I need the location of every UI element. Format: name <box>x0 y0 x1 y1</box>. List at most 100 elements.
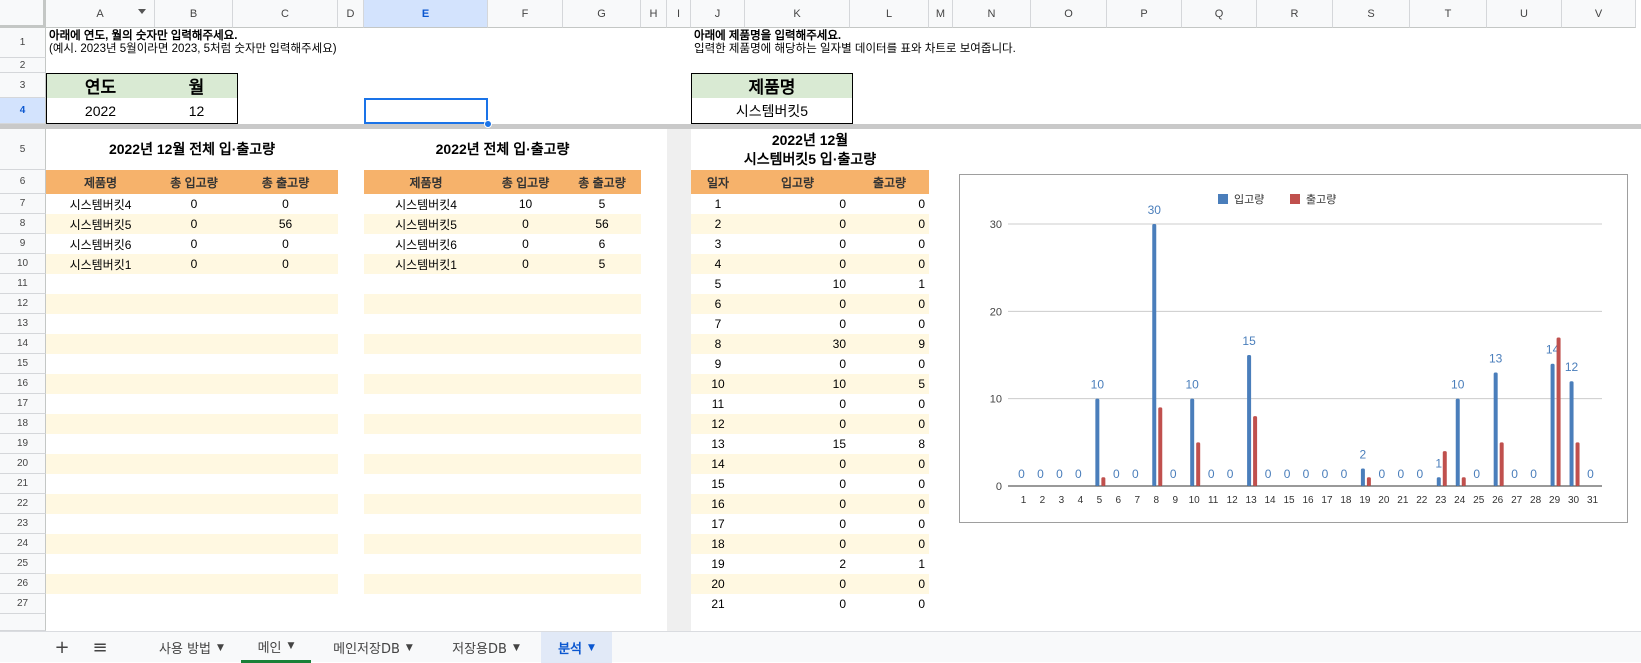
row-header-17[interactable]: 17 <box>0 394 46 414</box>
column-header-t[interactable]: T <box>1410 0 1487 28</box>
row-header-7[interactable]: 7 <box>0 194 46 214</box>
fill-handle[interactable] <box>484 120 492 128</box>
column-header-i[interactable]: I <box>667 0 691 28</box>
row-header-24[interactable]: 24 <box>0 534 46 554</box>
row-header-18[interactable]: 18 <box>0 414 46 434</box>
row-header-1[interactable]: 1 <box>0 28 46 58</box>
column-header-a[interactable]: A <box>46 0 155 28</box>
column-header-g[interactable]: G <box>563 0 641 28</box>
row-header-21[interactable]: 21 <box>0 474 46 494</box>
empty-cell <box>364 274 488 294</box>
table-cell: 0 <box>918 197 925 211</box>
empty-cell <box>46 374 155 394</box>
row-header-10[interactable]: 10 <box>0 254 46 274</box>
row-header-20[interactable]: 20 <box>0 454 46 474</box>
tab-menu-caret-icon[interactable]: ▼ <box>287 641 295 651</box>
row-header-11[interactable]: 11 <box>0 274 46 294</box>
sheet-tab[interactable]: 메인저장DB ▼ <box>317 632 429 663</box>
table-cell: 18 <box>691 534 745 554</box>
row-header-2[interactable]: 2 <box>0 58 46 73</box>
column-header-b[interactable]: B <box>155 0 233 28</box>
row-header-12[interactable]: 12 <box>0 294 46 314</box>
frozen-column-gutter <box>667 129 691 631</box>
row-header-27[interactable]: 27 <box>0 594 46 614</box>
column-header-o[interactable]: O <box>1031 0 1107 28</box>
row-header-16[interactable]: 16 <box>0 374 46 394</box>
year-input[interactable]: 2022 <box>84 103 117 119</box>
column-header-l[interactable]: L <box>850 0 929 28</box>
row-header-9[interactable]: 9 <box>0 234 46 254</box>
column-header-c[interactable]: C <box>233 0 338 28</box>
product-input[interactable]: 시스템버킷5 <box>735 103 809 119</box>
column-header-m[interactable]: M <box>929 0 953 28</box>
column-header-v[interactable]: V <box>1562 0 1636 28</box>
row-header-25[interactable]: 25 <box>0 554 46 574</box>
sheet-tab[interactable]: 저장용DB ▼ <box>438 632 534 663</box>
column-header-q[interactable]: Q <box>1182 0 1257 28</box>
table-cell: 0 <box>745 574 850 594</box>
table-cell: 7 <box>714 317 722 331</box>
row-header-13[interactable]: 13 <box>0 314 46 334</box>
empty-cell <box>563 414 641 434</box>
selected-cell-e4[interactable] <box>364 98 488 124</box>
row-header-4[interactable]: 4 <box>0 98 46 124</box>
tab-menu-caret-icon[interactable]: ▼ <box>512 642 520 653</box>
table-header-cell: 총 출고량 <box>563 170 641 194</box>
column-header-r[interactable]: R <box>1257 0 1333 28</box>
x-tick-label: 27 <box>1511 495 1523 506</box>
sheet-tab[interactable]: 사용 방법 ▼ <box>147 632 236 663</box>
row-header-26[interactable]: 26 <box>0 574 46 594</box>
column-header-e[interactable]: E <box>364 0 488 28</box>
tab-menu-caret-icon[interactable]: ▼ <box>405 642 413 653</box>
tab-menu-caret-icon[interactable]: ▼ <box>588 642 595 653</box>
row-header-5[interactable]: 5 <box>0 129 46 170</box>
filter-dropdown-icon[interactable] <box>138 9 146 14</box>
row-header-19[interactable]: 19 <box>0 434 46 454</box>
empty-cell <box>155 554 233 574</box>
month-input[interactable]: 12 <box>188 103 205 119</box>
column-header-h[interactable]: H <box>641 0 667 28</box>
row-header-15[interactable]: 15 <box>0 354 46 374</box>
table-cell: 9 <box>850 334 929 354</box>
row-header-22[interactable]: 22 <box>0 494 46 514</box>
add-sheet-button[interactable]: + <box>54 637 70 658</box>
table-cell: 1 <box>918 277 925 291</box>
column-header-n[interactable]: N <box>953 0 1031 28</box>
row-header-8[interactable]: 8 <box>0 214 46 234</box>
empty-cell <box>233 494 338 514</box>
empty-cell <box>488 354 563 374</box>
tab-menu-caret-icon[interactable]: ▼ <box>217 642 224 653</box>
column-header-s[interactable]: S <box>1333 0 1410 28</box>
row-header-3[interactable]: 3 <box>0 73 46 98</box>
data-label: 0 <box>1170 467 1177 481</box>
corner[interactable] <box>0 0 46 28</box>
x-tick-label: 9 <box>1172 495 1178 506</box>
daily-chart[interactable]: 0 10 20 30 1 0 2 0 3 0 4 0 5 10 6 0 7 0 8 30 9 0 10 10 11 0 12 0 13 1… <box>959 174 1628 523</box>
row-header-28[interactable] <box>0 614 46 631</box>
table-cell: 6 <box>691 294 745 314</box>
empty-cell <box>233 274 338 294</box>
table-cell: 20 <box>691 574 745 594</box>
table-cell: 5 <box>598 197 606 211</box>
row-header-6[interactable]: 6 <box>0 170 46 194</box>
table-cell: 8 <box>691 334 745 354</box>
sheet-tab[interactable]: 분석 ▼ <box>541 632 612 663</box>
column-header-p[interactable]: P <box>1107 0 1182 28</box>
row-header-14[interactable]: 14 <box>0 334 46 354</box>
row-header-23[interactable]: 23 <box>0 514 46 534</box>
frozen-row-divider[interactable] <box>0 124 1641 129</box>
all-sheets-menu-icon[interactable]: ≡ <box>92 637 108 658</box>
empty-cell <box>563 314 641 334</box>
column-header-j[interactable]: J <box>691 0 745 28</box>
column-header-d[interactable]: D <box>338 0 364 28</box>
empty-cell <box>488 594 563 614</box>
empty-cell <box>563 494 641 514</box>
column-header-u[interactable]: U <box>1487 0 1562 28</box>
data-label: 0 <box>1473 467 1480 481</box>
sheet-tab[interactable]: 메인 ▼ <box>241 632 311 663</box>
table-cell: 0 <box>839 597 846 611</box>
table-cell: 16 <box>691 494 745 514</box>
column-header-f[interactable]: F <box>488 0 563 28</box>
empty-cell <box>233 474 338 494</box>
column-header-k[interactable]: K <box>745 0 850 28</box>
